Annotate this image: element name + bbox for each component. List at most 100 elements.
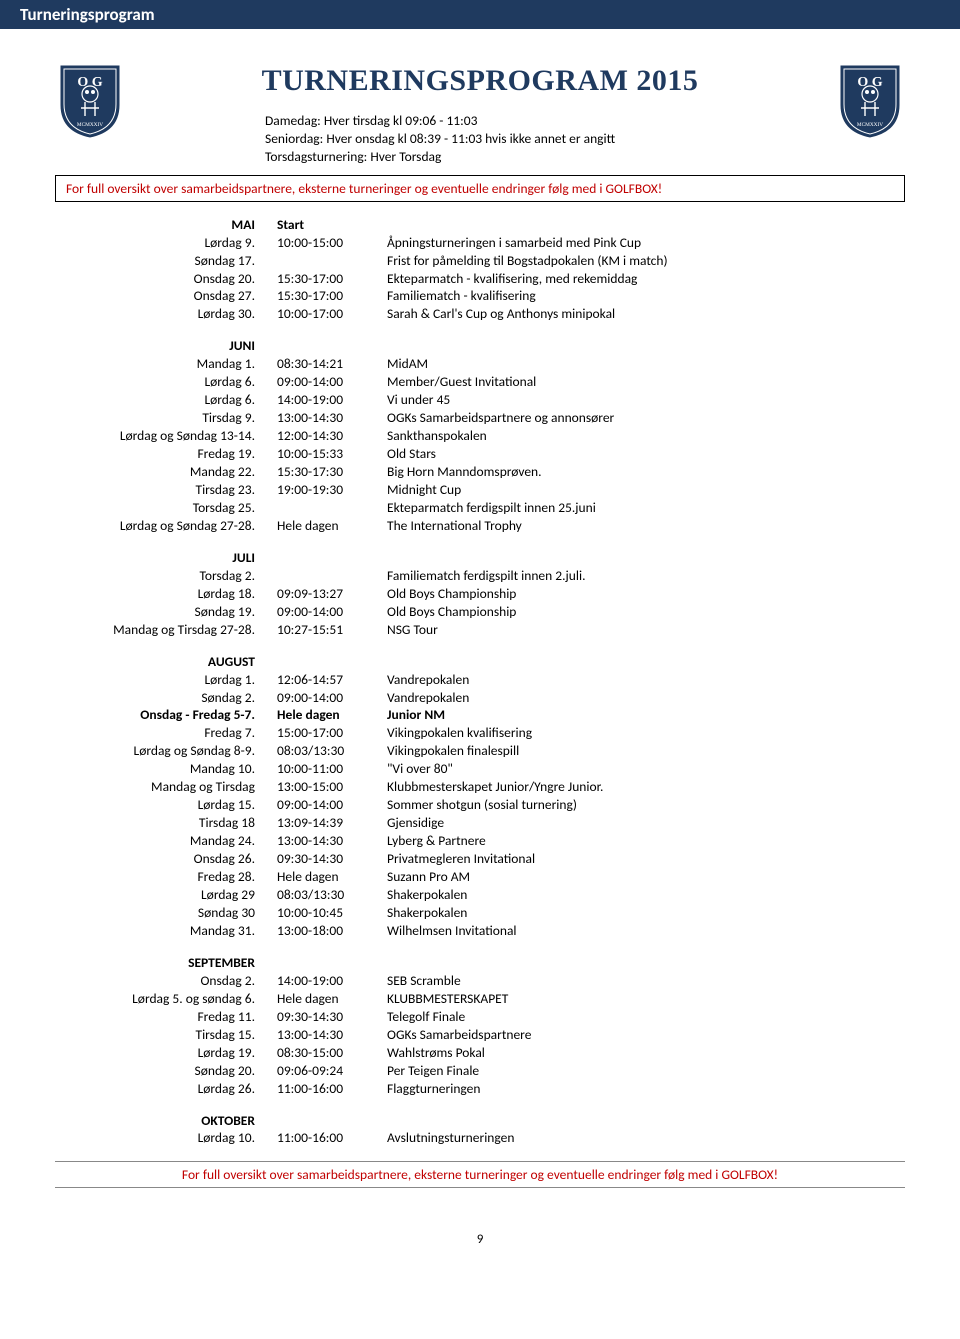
schedule-row: Tirsdag 15.13:00-14:30OGKs Samarbeidspar… <box>55 1026 905 1044</box>
schedule-desc: Ekteparmatch ferdigspilt innen 25.juni <box>387 499 905 517</box>
month-start-label <box>277 954 387 972</box>
schedule-desc: Per Teigen Finale <box>387 1062 905 1080</box>
schedule-desc: KLUBBMESTERSKAPET <box>387 990 905 1008</box>
schedule-day: Fredag 11. <box>55 1008 277 1026</box>
schedule-desc: Telegolf Finale <box>387 1008 905 1026</box>
schedule-row: Lørdag 6.14:00-19:00Vi under 45 <box>55 391 905 409</box>
schedule-row: Tirsdag 23.19:00-19:30Midnight Cup <box>55 481 905 499</box>
schedule-desc: Big Horn Manndomsprøven. <box>387 463 905 481</box>
schedule-time: 13:00-14:30 <box>277 832 387 850</box>
schedule-day: Onsdag 2. <box>55 972 277 990</box>
schedule-time: 09:30-14:30 <box>277 1008 387 1026</box>
info-line-2: Torsdagsturnering: Hver Torsdag <box>265 148 825 166</box>
schedule-day: Søndag 20. <box>55 1062 277 1080</box>
footer-notice: For full oversikt over samarbeidspartner… <box>55 1161 905 1188</box>
page-content: O G MCMXXIV TURNERINGSPROGRAM 2015 Damed… <box>0 30 960 1208</box>
notice-text: For full oversikt over samarbeidspartner… <box>66 180 662 197</box>
schedule-desc: "Vi over 80" <box>387 760 905 778</box>
schedule-time: 09:09-13:27 <box>277 585 387 603</box>
schedule-time: 10:00-15:00 <box>277 234 387 252</box>
schedule-row: Tirsdag 9.13:00-14:30OGKs Samarbeidspart… <box>55 409 905 427</box>
schedule-time: 11:00-16:00 <box>277 1080 387 1098</box>
schedule-time <box>277 567 387 585</box>
month-block: MAIStartLørdag 9.10:00-15:00Åpningsturne… <box>55 216 905 324</box>
schedule-desc: Flaggturneringen <box>387 1080 905 1098</box>
schedule-time: 10:00-15:33 <box>277 445 387 463</box>
schedule-row: Lørdag 9.10:00-15:00Åpningsturneringen i… <box>55 234 905 252</box>
month-name: SEPTEMBER <box>55 954 277 972</box>
schedule-row: Fredag 11.09:30-14:30Telegolf Finale <box>55 1008 905 1026</box>
crest-left: O G MCMXXIV <box>55 60 125 140</box>
schedule-desc: The International Trophy <box>387 517 905 535</box>
schedule-time: 08:03/13:30 <box>277 742 387 760</box>
schedule-day: Tirsdag 23. <box>55 481 277 499</box>
month-block: SEPTEMBEROnsdag 2.14:00-19:00SEB Scrambl… <box>55 954 905 1098</box>
schedule-desc: Avslutningsturneringen <box>387 1129 905 1147</box>
footer-notice-text: For full oversikt over samarbeidspartner… <box>182 1166 778 1183</box>
schedule-day: Onsdag 20. <box>55 270 277 288</box>
schedule-desc: Familiematch ferdigspilt innen 2.juli. <box>387 567 905 585</box>
schedule-day: Tirsdag 15. <box>55 1026 277 1044</box>
svg-text:MCMXXIV: MCMXXIV <box>77 122 103 128</box>
crest-right: O G MCMXXIV <box>835 60 905 140</box>
month-block: JULITorsdag 2. Familiematch ferdigspilt i… <box>55 549 905 639</box>
schedule: MAIStartLørdag 9.10:00-15:00Åpningsturne… <box>55 216 905 1148</box>
svg-text:O G: O G <box>857 75 882 90</box>
schedule-day: Lørdag 9. <box>55 234 277 252</box>
schedule-day: Lørdag 6. <box>55 373 277 391</box>
svg-text:O G: O G <box>77 75 102 90</box>
schedule-day: Lørdag 29 <box>55 886 277 904</box>
schedule-row: Fredag 19.10:00-15:33Old Stars <box>55 445 905 463</box>
schedule-desc: Wilhelmsen Invitational <box>387 922 905 940</box>
month-block: OKTOBERLørdag 10.11:00-16:00Avslutningst… <box>55 1112 905 1148</box>
schedule-row: Mandag 10.10:00-11:00"Vi over 80" <box>55 760 905 778</box>
schedule-time: 14:00-19:00 <box>277 391 387 409</box>
schedule-desc: NSG Tour <box>387 621 905 639</box>
schedule-time: 09:00-14:00 <box>277 796 387 814</box>
month-name: JULI <box>55 549 277 567</box>
schedule-desc: Old Boys Championship <box>387 603 905 621</box>
schedule-day: Mandag 22. <box>55 463 277 481</box>
schedule-time: 09:06-09:24 <box>277 1062 387 1080</box>
month-header-row: AUGUST <box>55 653 905 671</box>
month-start-label <box>277 653 387 671</box>
schedule-desc: Suzann Pro AM <box>387 868 905 886</box>
schedule-day: Lørdag og Søndag 27-28. <box>55 517 277 535</box>
schedule-desc: Shakerpokalen <box>387 904 905 922</box>
schedule-day: Lørdag 30. <box>55 305 277 323</box>
schedule-desc: Frist for påmelding til Bogstadpokalen (… <box>387 252 905 270</box>
schedule-time <box>277 499 387 517</box>
schedule-time: 09:30-14:30 <box>277 850 387 868</box>
schedule-desc: Åpningsturneringen i samarbeid med Pink … <box>387 234 905 252</box>
schedule-row: Fredag 7.15:00-17:00Vikingpokalen kvalif… <box>55 724 905 742</box>
header-bar: Turneringsprogram <box>0 0 960 30</box>
schedule-row: Søndag 19.09:00-14:00Old Boys Championsh… <box>55 603 905 621</box>
schedule-time: 09:00-14:00 <box>277 689 387 707</box>
schedule-desc: Sarah & Carl's Cup og Anthonys minipokal <box>387 305 905 323</box>
schedule-desc: Privatmegleren Invitational <box>387 850 905 868</box>
schedule-row: Mandag 1.08:30-14:21MidAM <box>55 355 905 373</box>
month-name: OKTOBER <box>55 1112 277 1130</box>
schedule-row: Lørdag 19.08:30-15:00Wahlstrøms Pokal <box>55 1044 905 1062</box>
schedule-day: Onsdag 27. <box>55 287 277 305</box>
schedule-row: Onsdag 20.15:30-17:00Ekteparmatch - kval… <box>55 270 905 288</box>
schedule-row: Mandag og Tirsdag13:00-15:00Klubbmesters… <box>55 778 905 796</box>
schedule-desc: Old Boys Championship <box>387 585 905 603</box>
schedule-row: Lørdag og Søndag 13-14.12:00-14:30Sankth… <box>55 427 905 445</box>
schedule-day: Torsdag 2. <box>55 567 277 585</box>
schedule-time: Hele dagen <box>277 990 387 1008</box>
month-start-label <box>277 337 387 355</box>
schedule-day: Lørdag 6. <box>55 391 277 409</box>
schedule-row: Onsdag 26.09:30-14:30Privatmegleren Invi… <box>55 850 905 868</box>
schedule-row: Torsdag 2. Familiematch ferdigspilt innen… <box>55 567 905 585</box>
schedule-day: Fredag 7. <box>55 724 277 742</box>
schedule-row: Lørdag 1.12:06-14:57Vandrepokalen <box>55 671 905 689</box>
schedule-day: Tirsdag 9. <box>55 409 277 427</box>
header-tab-label: Turneringsprogram <box>20 4 155 25</box>
schedule-day: Mandag og Tirsdag 27-28. <box>55 621 277 639</box>
month-header-row: MAIStart <box>55 216 905 234</box>
info-line-0: Damedag: Hver tirsdag kl 09:06 - 11:03 <box>265 112 825 130</box>
schedule-time: 11:00-16:00 <box>277 1129 387 1147</box>
schedule-time: 10:00-11:00 <box>277 760 387 778</box>
schedule-row: Lørdag 26.11:00-16:00Flaggturneringen <box>55 1080 905 1098</box>
